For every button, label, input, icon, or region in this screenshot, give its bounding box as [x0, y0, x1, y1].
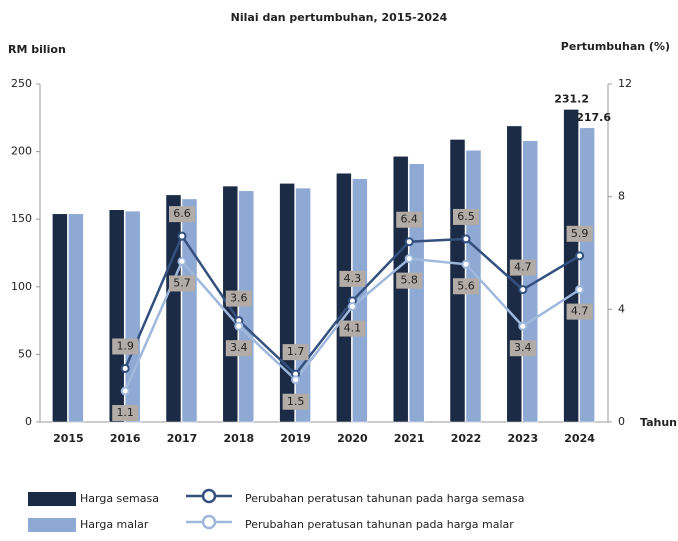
legend-label: Perubahan peratusan tahunan pada harga s…: [245, 492, 524, 505]
data-label: 5.6: [457, 279, 475, 292]
data-label-box: [509, 340, 536, 357]
bar-value-label: 217.6: [576, 111, 611, 124]
bar: [52, 213, 68, 423]
data-label: 5.7: [173, 276, 191, 289]
line-marker: [120, 363, 130, 373]
data-label-box: [453, 278, 479, 295]
y-tick-label: 100: [11, 280, 32, 293]
bar: [279, 183, 295, 423]
bar-value-label: 231.2: [554, 92, 589, 105]
data-label-box: [453, 208, 479, 225]
data-label-box: [566, 303, 593, 320]
legend-swatch: [28, 518, 76, 532]
bar: [579, 127, 595, 423]
data-label-box: [396, 211, 423, 228]
chart-title: Nilai dan pertumbuhan, 2015-2024: [231, 11, 448, 24]
bar: [295, 187, 311, 423]
data-label-box: [169, 275, 195, 292]
data-label: 1.9: [116, 339, 134, 352]
data-label-box: [566, 225, 593, 242]
line-marker: [461, 234, 471, 244]
legend-label: Harga malar: [80, 518, 149, 531]
legend-marker: [201, 514, 217, 530]
line-marker: [177, 256, 187, 266]
data-label-box: [282, 344, 309, 361]
y-tick-label: 200: [11, 145, 32, 158]
data-label: 6.4: [400, 213, 418, 226]
bar: [108, 209, 125, 423]
x-tick-label: 2019: [280, 432, 311, 445]
x-tick-label: 2024: [564, 432, 595, 445]
data-label: 3.4: [230, 341, 248, 354]
line-marker: [404, 254, 414, 264]
data-label-box: [339, 270, 366, 287]
y2-tick-label: 4: [618, 302, 625, 315]
data-label: 1.7: [287, 345, 305, 358]
data-label: 4.1: [344, 322, 362, 335]
data-label: 6.5: [457, 210, 475, 223]
line-marker: [234, 321, 244, 331]
bar: [68, 213, 84, 423]
data-label: 1.5: [287, 395, 305, 408]
data-label: 4.3: [344, 272, 362, 285]
y-tick-label: 150: [11, 212, 32, 225]
y2-axis-label: Pertumbuhan (%): [561, 40, 670, 53]
legend-label: Perubahan peratusan tahunan pada harga m…: [245, 518, 514, 531]
y2-tick-label: 0: [618, 415, 625, 428]
legend-marker: [201, 488, 217, 504]
data-label-box: [112, 405, 139, 422]
data-label-box: [225, 290, 252, 307]
line-marker: [575, 285, 585, 295]
data-label-box: [169, 206, 195, 223]
data-label-box: [396, 272, 423, 289]
data-label: 1.1: [116, 406, 134, 419]
data-label: 4.7: [514, 261, 532, 274]
y-tick-label: 0: [25, 415, 32, 428]
bar: [165, 194, 182, 423]
legend-swatch: [28, 492, 76, 506]
line-marker: [120, 386, 130, 396]
data-label: 6.6: [173, 207, 191, 220]
x-axis-label: Tahun: [640, 416, 677, 429]
bar: [392, 156, 409, 423]
bar: [408, 163, 425, 423]
data-label: 3.4: [514, 341, 532, 354]
data-label: 4.7: [571, 305, 589, 318]
y-tick-label: 250: [11, 77, 32, 90]
data-label: 5.8: [400, 274, 418, 287]
data-label-box: [225, 340, 252, 357]
y-tick-label: 50: [18, 347, 32, 360]
y2-tick-label: 12: [618, 77, 632, 90]
x-tick-label: 2020: [337, 432, 368, 445]
x-tick-label: 2022: [451, 432, 482, 445]
x-tick-label: 2018: [223, 432, 254, 445]
y2-tick-label: 8: [618, 190, 625, 203]
line-marker: [518, 321, 528, 331]
x-tick-label: 2021: [394, 432, 425, 445]
data-label: 3.6: [230, 292, 248, 305]
line-marker: [404, 237, 414, 247]
bar: [563, 109, 579, 423]
x-tick-label: 2016: [110, 432, 141, 445]
data-label-box: [509, 259, 536, 276]
x-tick-label: 2023: [507, 432, 538, 445]
line-marker: [177, 231, 187, 241]
data-label-box: [282, 393, 309, 410]
bar: [336, 172, 352, 423]
line-marker: [575, 251, 585, 261]
data-label: 5.9: [571, 227, 589, 240]
line-marker: [347, 302, 357, 312]
legend-label: Harga semasa: [80, 492, 159, 505]
data-label-box: [112, 338, 139, 355]
line-marker: [518, 285, 528, 295]
line-marker: [291, 375, 301, 385]
data-label-box: [339, 320, 366, 337]
y-axis-label: RM bilion: [8, 43, 66, 56]
line-marker: [461, 259, 471, 269]
x-tick-label: 2015: [53, 432, 84, 445]
x-tick-label: 2017: [167, 432, 198, 445]
